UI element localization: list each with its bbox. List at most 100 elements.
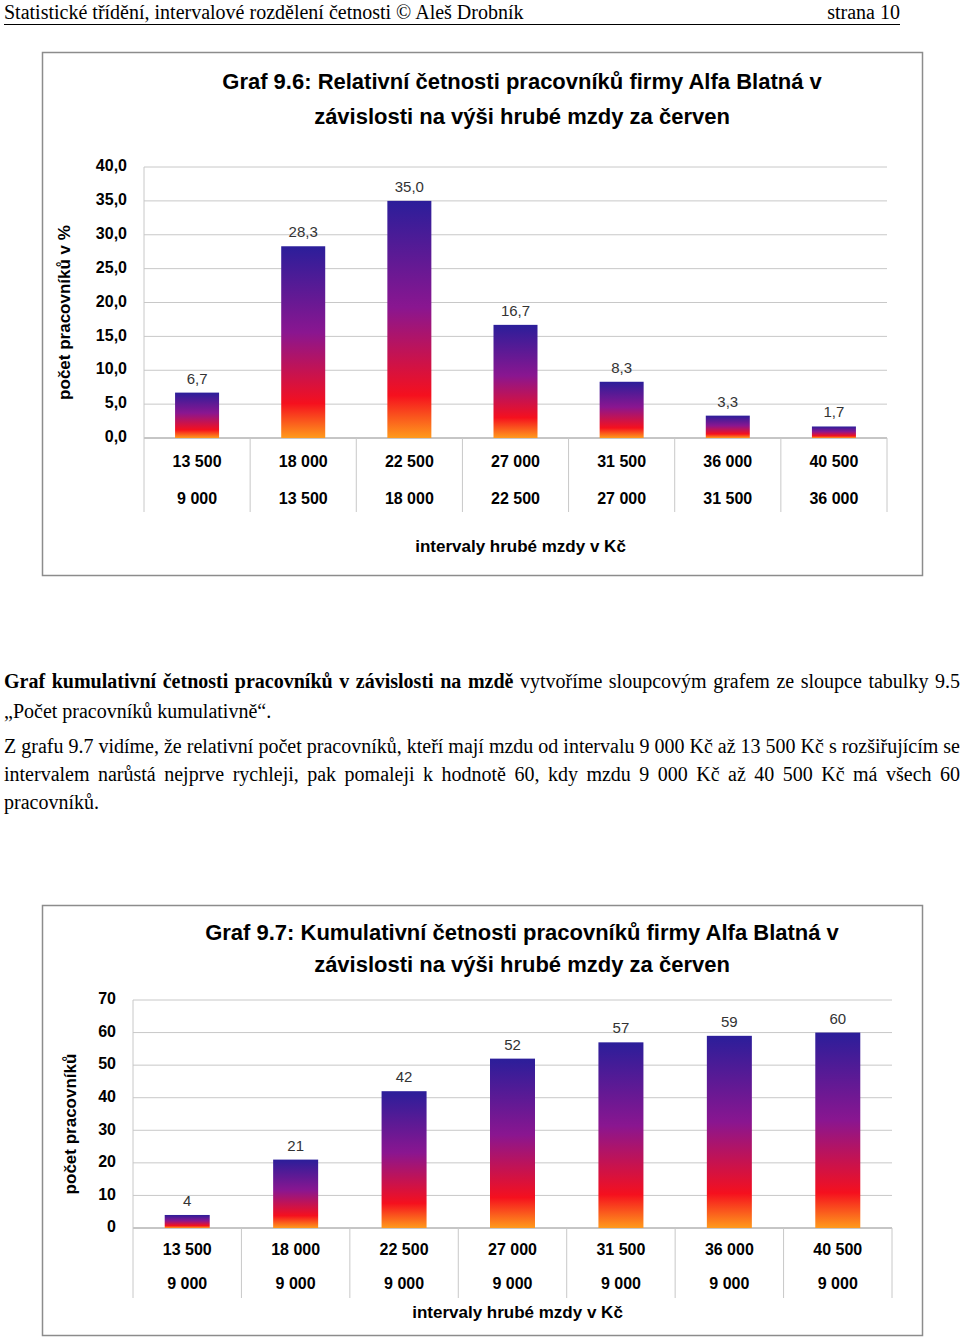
x-tick-label: 36 000 (703, 453, 752, 470)
bar (494, 325, 538, 438)
y-tick-label: 30 (98, 1121, 116, 1138)
grid-line (144, 268, 887, 269)
chart: Graf 9.7: Kumulativní četnosti pracovník… (43, 906, 923, 1336)
grid-line (144, 167, 887, 168)
bar (273, 1160, 318, 1228)
data-label: 1,7 (823, 403, 844, 420)
category-divider (241, 1228, 242, 1298)
y-tick-label: 20,0 (96, 293, 127, 310)
category-divider (783, 1228, 784, 1298)
y-tick-label: 0,0 (105, 428, 127, 445)
y-tick-label: 50 (98, 1055, 116, 1072)
x-tick-label: 9 000 (177, 490, 217, 507)
paragraph: Graf kumulativní četnosti pracovníků v z… (4, 666, 960, 726)
data-label: 4 (183, 1192, 191, 1209)
category-divider (780, 438, 781, 512)
grid-line (133, 1000, 892, 1001)
x-tick-label: 9 000 (601, 1275, 641, 1292)
chart-frame (43, 906, 923, 1336)
data-label: 6,7 (187, 370, 208, 387)
category-divider (133, 1228, 134, 1298)
x-tick-label: 27 000 (597, 490, 646, 507)
x-tick-label: 27 000 (488, 1241, 537, 1258)
chart-title: Graf 9.6: Relativní četnosti pracovníků … (222, 69, 822, 129)
data-labels: 4 21 42 52 57 59 60 (183, 1010, 846, 1209)
x-tick-label: 9 000 (709, 1275, 749, 1292)
data-label: 35,0 (395, 178, 424, 195)
category-divider (356, 438, 357, 512)
data-label: 28,3 (289, 223, 318, 240)
x-tick-label: 18 000 (271, 1241, 320, 1258)
x-tick-label: 9 000 (167, 1275, 207, 1292)
page-header: Statistické třídění, intervalové rozděle… (4, 0, 900, 25)
bar (175, 393, 219, 438)
bars (175, 201, 856, 438)
x-tick-label: 9 000 (818, 1275, 858, 1292)
x-tick-label: 36 000 (809, 490, 858, 507)
y-tick-label: 40 (98, 1088, 116, 1105)
paragraph: Z grafu 9.7 vidíme, že relativní počet p… (4, 732, 960, 816)
x-tick-label: 22 500 (385, 453, 434, 470)
data-labels: 6,7 28,3 35,0 16,7 8,3 3,3 1,7 (187, 178, 845, 421)
y-tick-label: 60 (98, 1023, 116, 1040)
data-label: 42 (396, 1068, 413, 1085)
grid-line (144, 234, 887, 235)
paragraph-lead: Graf kumulativní četnosti pracovníků v z… (4, 670, 513, 692)
x-tick-label: 22 500 (380, 1241, 429, 1258)
y-tick-label: 30,0 (96, 225, 127, 242)
category-divider (675, 1228, 676, 1298)
bar (707, 1036, 752, 1228)
data-label: 8,3 (611, 359, 632, 376)
data-label: 3,3 (717, 393, 738, 410)
data-label: 16,7 (501, 302, 530, 319)
grid-line (133, 1032, 892, 1033)
bar (600, 382, 644, 438)
data-label: 52 (504, 1036, 521, 1053)
category-divider (349, 1228, 350, 1298)
category-divider (887, 438, 888, 512)
chart-title: Graf 9.7: Kumulativní četnosti pracovník… (205, 920, 839, 977)
chart: Graf 9.6: Relativní četnosti pracovníků … (43, 53, 923, 576)
paragraph-text: Z grafu 9.7 vidíme, že relativní počet p… (4, 735, 960, 813)
y-tick-label: 5,0 (105, 394, 127, 411)
category-divider (566, 1228, 567, 1298)
y-tick-label: 70 (98, 990, 116, 1007)
header-right: strana 10 (827, 0, 900, 24)
category-divider (144, 438, 145, 512)
x-tick-label: 31 500 (596, 1241, 645, 1258)
bars (165, 1033, 861, 1228)
category-divider (462, 438, 463, 512)
bar (387, 201, 431, 438)
y-tick-label: 15,0 (96, 327, 127, 344)
category-divider (568, 438, 569, 512)
y-tick-label: 10,0 (96, 360, 127, 377)
y-axis-title: počet pracovníků v % (55, 225, 74, 400)
x-tick-label: 18 000 (385, 490, 434, 507)
bar (281, 246, 325, 438)
x-tick-label: 31 500 (597, 453, 646, 470)
data-label: 21 (287, 1137, 304, 1154)
charts: Graf 9.6: Relativní četnosti pracovníků … (0, 0, 960, 1339)
chart-frame (43, 53, 923, 576)
x-tick-label: 9 000 (492, 1275, 532, 1292)
y-tick-label: 25,0 (96, 259, 127, 276)
category-divider (892, 1228, 893, 1298)
x-tick-label: 18 000 (279, 453, 328, 470)
bar (706, 416, 750, 438)
x-tick-label: 9 000 (276, 1275, 316, 1292)
x-axis-title: intervaly hrubé mzdy v Kč (415, 537, 626, 556)
data-label: 57 (613, 1019, 630, 1036)
body-text: Graf kumulativní četnosti pracovníků v z… (4, 666, 960, 822)
x-tick-label: 13 500 (163, 1241, 212, 1258)
x-tick-label: 40 500 (809, 453, 858, 470)
data-label: 60 (829, 1010, 846, 1027)
bar (382, 1091, 427, 1228)
x-tick-label: 36 000 (705, 1241, 754, 1258)
data-label: 59 (721, 1013, 738, 1030)
x-tick-label: 22 500 (491, 490, 540, 507)
bar (598, 1042, 643, 1228)
x-tick-label: 31 500 (703, 490, 752, 507)
y-tick-label: 10 (98, 1186, 116, 1203)
y-axis-title: počet pracovníků (61, 1054, 80, 1195)
y-tick-label: 0 (107, 1218, 116, 1235)
